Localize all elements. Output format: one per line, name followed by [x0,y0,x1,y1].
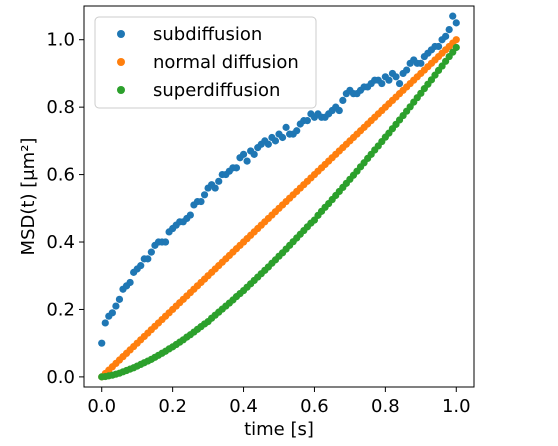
x-tick-label: 0.4 [229,396,258,417]
x-axis: 0.0 0.2 0.4 0.6 0.8 1.0 [87,387,471,417]
data-point [232,164,241,172]
data-point [197,197,205,206]
legend-item: normal diffusion [117,52,299,73]
y-tick-label: 0.8 [46,97,75,118]
data-point [378,79,386,88]
x-tick-label: 0.6 [300,396,329,417]
data-point [211,184,219,192]
legend-label: superdiffusion [153,80,280,101]
legend-item: subdiffusion [117,24,262,45]
data-point [392,73,400,81]
y-tick-label: 1.0 [46,30,75,51]
data-point [442,32,450,40]
y-tick-label: 0.0 [46,367,75,388]
series-superdiffusion [98,43,460,381]
data-point [137,262,145,270]
data-point [339,96,347,105]
data-point [215,177,223,185]
data-point [243,157,251,165]
legend-marker [117,86,125,94]
plot-frame [83,5,475,388]
plot-area [98,12,460,381]
y-axis: 0.0 0.2 0.4 0.6 0.8 1.0 [46,30,84,388]
data-point [449,12,457,20]
data-point [98,339,106,347]
data-point [161,238,170,246]
data-point [239,150,248,158]
data-point [335,106,343,115]
data-point [250,150,258,158]
data-point [186,211,194,219]
data-point [385,76,393,84]
data-point [282,123,290,131]
y-tick-label: 0.6 [46,165,75,186]
data-point [395,79,404,88]
data-point [144,255,152,263]
x-tick-label: 1.0 [442,396,471,417]
data-point [452,19,460,27]
x-axis-label: time [s] [244,419,314,440]
x-tick-label: 0.8 [371,396,400,417]
legend-box [94,16,317,109]
data-point [108,309,116,317]
data-point [417,59,425,67]
data-point [403,66,411,74]
data-point [200,191,209,199]
legend-marker [117,58,125,66]
data-point [452,43,460,52]
data-point [264,140,272,148]
legend-label: normal diffusion [153,52,299,73]
y-tick-label: 0.4 [46,232,75,253]
data-point [112,302,120,310]
series-subdiffusion [98,12,460,347]
data-point [434,42,443,51]
data-point [303,117,311,125]
data-point [115,295,124,303]
series-normal-diffusion [98,36,460,381]
data-point [147,248,155,256]
data-point [445,26,453,34]
data-point [293,127,301,135]
legend-item: superdiffusion [117,80,280,101]
data-point [278,133,287,142]
data-point [452,36,460,44]
y-axis-label: MSD(t) [μm²] [18,138,39,256]
data-point [101,319,109,327]
legend-marker [117,30,125,38]
legend-label: subdiffusion [153,24,262,45]
legend: subdiffusion normal diffusion superdiffusi… [94,16,317,109]
y-tick-label: 0.2 [46,299,75,320]
x-tick-label: 0.2 [158,396,187,417]
data-point [271,137,280,145]
data-point [126,278,134,287]
x-tick-label: 0.0 [87,396,116,417]
